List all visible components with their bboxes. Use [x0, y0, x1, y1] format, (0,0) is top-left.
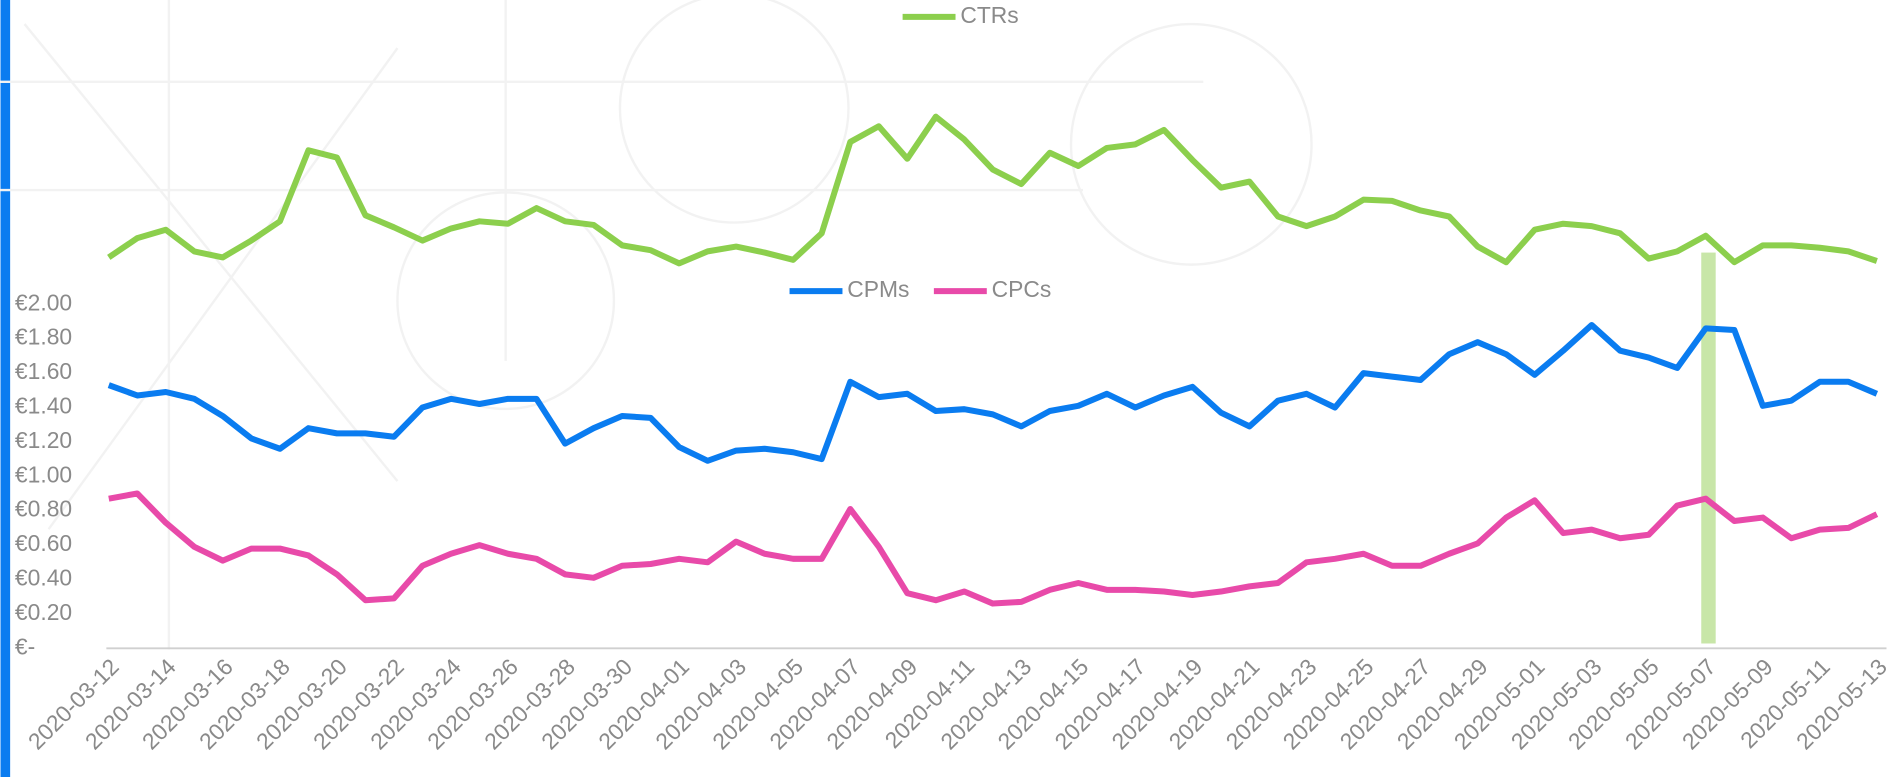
- y-tick-label: €1.40: [15, 393, 72, 419]
- background-pattern: [0, 0, 1313, 650]
- legend-label: CPCs: [992, 276, 1052, 302]
- y-tick-label: €0.20: [15, 599, 72, 625]
- y-tick-label: €1.60: [15, 358, 72, 384]
- series-line: [107, 113, 1878, 267]
- legend-label: CTRs: [960, 2, 1018, 28]
- y-tick-label: €1.20: [15, 427, 72, 453]
- y-tick-label: €0.40: [15, 565, 72, 591]
- series-line: [107, 321, 1879, 464]
- window-edge: [0, 0, 11, 777]
- y-tick-label: €1.80: [15, 324, 72, 350]
- y-tick-label: €0.80: [15, 496, 72, 522]
- y-tick-label: €0.60: [15, 530, 72, 556]
- y-tick-label: €2.00: [15, 289, 72, 315]
- y-tick-label: €1.00: [15, 461, 72, 487]
- y-tick-label: €-: [15, 633, 35, 659]
- highlight-band: [1701, 252, 1716, 644]
- legend-label: CPMs: [847, 276, 909, 302]
- series-line: [108, 490, 1879, 607]
